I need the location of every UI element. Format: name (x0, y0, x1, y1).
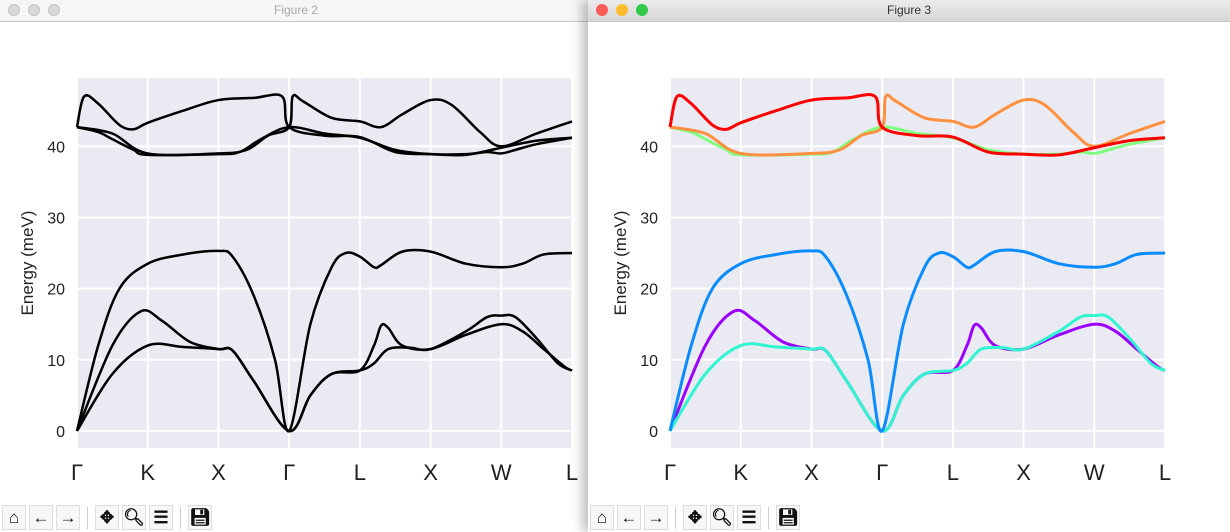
x-tick-label: Γ (71, 460, 83, 485)
pan-button[interactable]: ✥ (95, 505, 119, 530)
band-structure-plot[interactable]: Γ K X Γ L X W L 0 10 20 30 40 Energy (meV) (588, 22, 1230, 502)
zoom-button[interactable]: 🔍︎ (122, 505, 146, 530)
zoom-window-button[interactable] (636, 4, 648, 16)
save-button[interactable]: 💾︎ (776, 505, 800, 530)
window-title: Figure 2 (273, 3, 319, 17)
configure-subplots-button[interactable]: ☰ (737, 505, 761, 530)
home-icon: ⌂ (596, 507, 608, 527)
x-tick-label: X (211, 460, 226, 485)
back-button[interactable]: ← (29, 505, 53, 530)
configure-subplots-button[interactable]: ☰ (149, 505, 173, 530)
x-tick-label: W (1084, 460, 1105, 485)
y-tick-label: 0 (649, 424, 658, 441)
toolbar-separator (87, 506, 88, 529)
pan-button[interactable]: ✥ (683, 505, 707, 530)
sliders-icon: ☰ (741, 507, 757, 527)
x-tick-label: Γ (664, 460, 676, 485)
y-tick-label: 20 (640, 282, 658, 299)
toolbar-separator (180, 506, 181, 529)
zoom-window-button[interactable] (48, 4, 60, 16)
x-tick-label: L (354, 460, 366, 485)
figure-2-window: Figure 2 Γ K X Γ L X W L 0 10 20 30 40 Energy (meV) ⌂… (0, 0, 592, 532)
title-bar[interactable]: Figure 2 (0, 0, 592, 22)
x-tick-label: K (140, 460, 155, 485)
save-button[interactable]: 💾︎ (188, 505, 212, 530)
move-icon: ✥ (99, 507, 115, 527)
home-icon: ⌂ (8, 507, 20, 527)
band-line-4 (76, 125, 573, 157)
band-line-5 (76, 93, 573, 157)
x-tick-label: X (423, 460, 438, 485)
band-line-2 (668, 313, 1166, 433)
x-tick-label: X (1016, 460, 1031, 485)
band-line-3 (668, 248, 1166, 433)
y-axis-label: Energy (meV) (18, 211, 37, 316)
save-icon: 💾︎ (189, 507, 211, 527)
forward-button[interactable]: → (56, 505, 80, 530)
arrow-right-icon: → (647, 507, 665, 527)
band-structure-plot[interactable]: Γ K X Γ L X W L 0 10 20 30 40 Energy (meV) (0, 22, 592, 502)
close-button[interactable] (596, 4, 608, 16)
arrow-right-icon: → (59, 507, 77, 527)
save-icon: 💾︎ (777, 507, 799, 527)
toolbar-separator (675, 506, 676, 529)
toolbar-separator (768, 506, 769, 529)
y-tick-label: 40 (47, 139, 65, 156)
magnifier-icon: 🔍︎ (711, 507, 733, 527)
arrow-left-icon: ← (620, 507, 638, 527)
band-line-2 (75, 313, 573, 433)
window-title: Figure 3 (886, 3, 932, 17)
figure-3-window: Figure 3 Γ K X Γ L X W L 0 10 20 30 40 Energy (meV) ⌂… (588, 0, 1230, 532)
x-tick-label: X (804, 460, 819, 485)
x-tick-label: Γ (283, 460, 295, 485)
minimize-button[interactable] (616, 4, 628, 16)
y-tick-label: 0 (56, 424, 65, 441)
band-line-3 (75, 248, 573, 433)
y-tick-label: 30 (640, 210, 658, 227)
toolbar: ⌂ ← → ✥ 🔍︎ ☰ 💾︎ (590, 505, 800, 530)
home-button[interactable]: ⌂ (2, 505, 26, 530)
title-bar[interactable]: Figure 3 (588, 0, 1230, 22)
y-tick-label: 10 (47, 353, 65, 370)
magnifier-icon: 🔍︎ (123, 507, 145, 527)
sliders-icon: ☰ (153, 507, 169, 527)
minimize-button[interactable] (28, 4, 40, 16)
band-line-6 (75, 93, 573, 157)
forward-button[interactable]: → (644, 505, 668, 530)
x-tick-label: L (947, 460, 959, 485)
band-line-5 (669, 93, 1166, 157)
band-line-4 (669, 125, 1166, 157)
arrow-left-icon: ← (32, 507, 50, 527)
y-axis-label: Energy (meV) (611, 211, 630, 316)
y-tick-label: 10 (640, 353, 658, 370)
x-tick-label: K (733, 460, 748, 485)
y-tick-label: 30 (47, 210, 65, 227)
home-button[interactable]: ⌂ (590, 505, 614, 530)
y-tick-label: 20 (47, 282, 65, 299)
close-button[interactable] (8, 4, 20, 16)
zoom-button[interactable]: 🔍︎ (710, 505, 734, 530)
toolbar: ⌂ ← → ✥ 🔍︎ ☰ 💾︎ (2, 505, 212, 530)
x-tick-label: Γ (876, 460, 888, 485)
x-tick-label: L (1159, 460, 1171, 485)
x-tick-label: L (566, 460, 578, 485)
band-line-6 (668, 93, 1166, 157)
back-button[interactable]: ← (617, 505, 641, 530)
x-tick-label: W (491, 460, 512, 485)
y-tick-label: 40 (640, 139, 658, 156)
move-icon: ✥ (687, 507, 703, 527)
